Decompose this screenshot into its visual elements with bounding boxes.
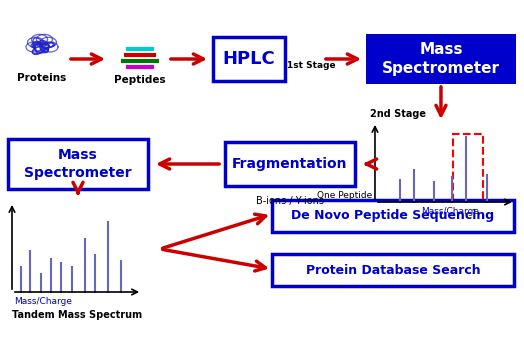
Text: Fragmentation: Fragmentation: [232, 157, 348, 171]
Text: Mass/Charge: Mass/Charge: [421, 207, 479, 216]
Text: Proteins: Proteins: [17, 73, 67, 83]
FancyBboxPatch shape: [225, 142, 355, 186]
Text: Protein Database Search: Protein Database Search: [305, 263, 481, 276]
Text: 1st Stage: 1st Stage: [287, 60, 335, 69]
Text: One Peptide: One Peptide: [316, 191, 372, 200]
Text: Peptides: Peptides: [114, 75, 166, 85]
Text: Spectrometer: Spectrometer: [24, 166, 132, 180]
Text: Mass: Mass: [419, 43, 463, 58]
Text: De Novo Peptide Sequencing: De Novo Peptide Sequencing: [291, 209, 495, 223]
Text: Spectrometer: Spectrometer: [382, 60, 500, 75]
Text: 2nd Stage: 2nd Stage: [370, 109, 426, 119]
Bar: [453, 134, 483, 202]
Text: Mass/Charge: Mass/Charge: [14, 297, 72, 306]
Text: Mass: Mass: [58, 148, 98, 162]
FancyBboxPatch shape: [8, 139, 148, 189]
Bar: [366, 34, 516, 84]
FancyBboxPatch shape: [213, 37, 285, 81]
Text: HPLC: HPLC: [223, 50, 275, 68]
Text: Tandem Mass Spectrum: Tandem Mass Spectrum: [12, 310, 142, 320]
Text: B-ions / Y-ions: B-ions / Y-ions: [256, 196, 324, 206]
FancyBboxPatch shape: [272, 254, 514, 286]
FancyBboxPatch shape: [272, 200, 514, 232]
